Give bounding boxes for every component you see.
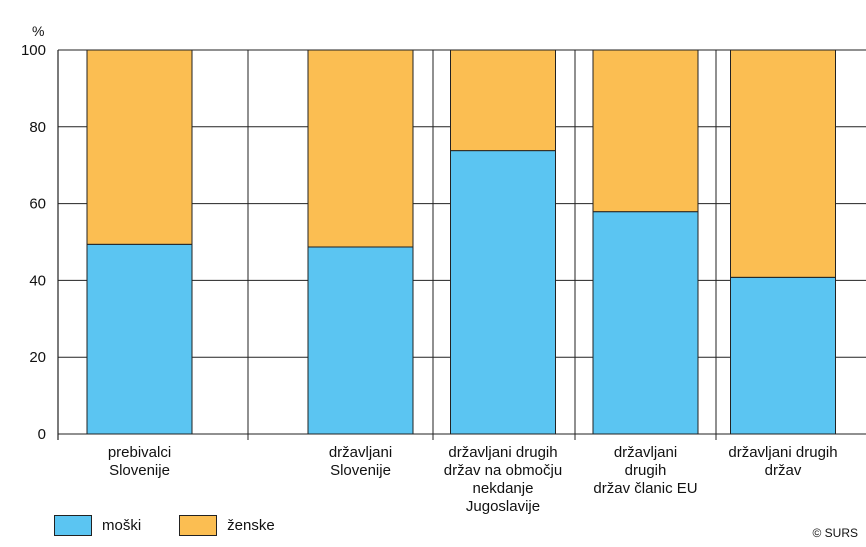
legend-label-zenske: ženske — [227, 517, 275, 534]
copyright-text: © SURS — [812, 526, 858, 540]
bar-zenske-0 — [86, 49, 193, 245]
bar-moski-3 — [592, 211, 699, 435]
category-label-3-line-1: drugih — [625, 462, 667, 479]
bar-zenske-4 — [730, 49, 836, 278]
legend-label-moski: moški — [102, 517, 142, 534]
category-label-2-line-0: državljani drugih — [448, 444, 557, 461]
y-tick-label-100: 100 — [21, 42, 46, 59]
y-tick-label-80: 80 — [29, 119, 46, 136]
y-unit-label: % — [32, 23, 44, 39]
y-tick-label-20: 20 — [29, 349, 46, 366]
bar-zenske-1 — [307, 49, 414, 248]
legend-item-moski: moški — [54, 515, 141, 536]
category-label-2-line-3: Jugoslavije — [466, 498, 540, 515]
bar-zenske-2 — [450, 49, 556, 152]
bar-zenske-3 — [592, 49, 699, 213]
bar-moski-4 — [730, 276, 836, 435]
category-label-4-line-1: držav — [765, 462, 802, 479]
y-tick-label-0: 0 — [38, 426, 46, 443]
bar-moski-0 — [86, 243, 193, 435]
category-label-4-line-0: državljani drugih — [728, 444, 837, 461]
category-label-1-line-0: državljani — [329, 444, 392, 461]
legend-swatch-moski — [54, 515, 92, 536]
category-label-2-line-1: držav na območju — [444, 462, 562, 479]
category-label-3-line-2: držav članic EU — [593, 480, 697, 497]
y-tick-label-60: 60 — [29, 196, 46, 213]
category-label-0-line-0: prebivalci — [108, 444, 171, 461]
bar-moski-2 — [450, 150, 556, 435]
y-tick-label-40: 40 — [29, 272, 46, 289]
bar-moski-1 — [307, 246, 414, 435]
legend-swatch-zenske — [179, 515, 218, 536]
category-label-1-line-1: Slovenije — [330, 462, 391, 479]
legend: moški ženske — [54, 515, 313, 536]
legend-item-zenske: ženske — [179, 515, 275, 536]
category-label-0-line-1: Slovenije — [109, 462, 170, 479]
category-label-2-line-2: nekdanje — [473, 480, 534, 497]
category-label-3-line-0: državljani — [614, 444, 677, 461]
